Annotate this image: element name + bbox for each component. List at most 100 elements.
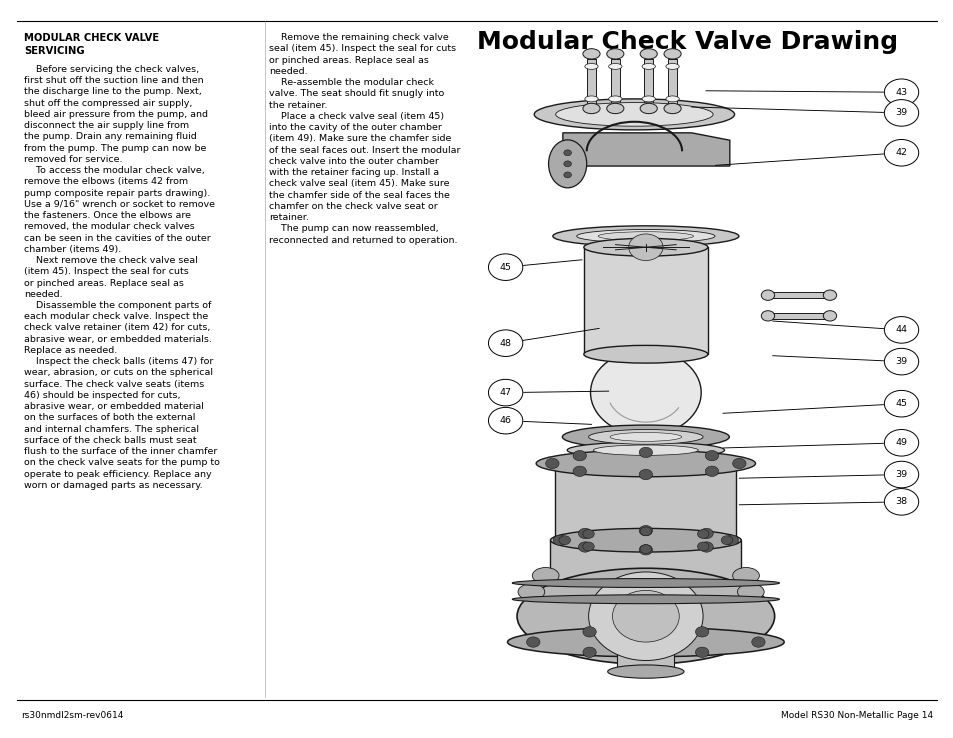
Ellipse shape <box>608 63 621 69</box>
Ellipse shape <box>563 172 571 178</box>
Ellipse shape <box>583 345 707 363</box>
Circle shape <box>488 407 522 434</box>
Circle shape <box>573 450 586 461</box>
Ellipse shape <box>517 568 774 664</box>
Ellipse shape <box>639 103 657 114</box>
Text: 39: 39 <box>895 108 906 117</box>
Bar <box>587 59 596 105</box>
Circle shape <box>582 530 594 539</box>
Polygon shape <box>562 133 729 166</box>
Circle shape <box>883 430 918 456</box>
Ellipse shape <box>822 311 836 321</box>
Circle shape <box>732 458 745 469</box>
Ellipse shape <box>732 568 759 584</box>
Circle shape <box>578 528 591 539</box>
Bar <box>644 59 653 105</box>
Circle shape <box>526 637 539 647</box>
Ellipse shape <box>760 290 774 300</box>
Circle shape <box>488 379 522 406</box>
Text: 47: 47 <box>499 388 511 397</box>
Ellipse shape <box>534 99 734 130</box>
Circle shape <box>582 647 596 658</box>
Ellipse shape <box>641 96 655 102</box>
Ellipse shape <box>641 63 655 69</box>
Ellipse shape <box>663 49 680 59</box>
Circle shape <box>704 450 718 461</box>
Circle shape <box>700 542 713 552</box>
Circle shape <box>488 254 522 280</box>
Ellipse shape <box>760 311 774 321</box>
Bar <box>550 540 740 590</box>
Circle shape <box>558 536 570 545</box>
Circle shape <box>700 528 713 539</box>
Ellipse shape <box>665 63 679 69</box>
Circle shape <box>883 100 918 126</box>
Bar <box>767 292 829 298</box>
Text: 38: 38 <box>895 497 906 506</box>
Circle shape <box>724 535 738 545</box>
Ellipse shape <box>561 425 728 449</box>
Circle shape <box>883 79 918 106</box>
Circle shape <box>639 527 651 536</box>
Ellipse shape <box>665 96 679 102</box>
Circle shape <box>697 530 708 539</box>
Circle shape <box>883 461 918 488</box>
Ellipse shape <box>822 290 836 300</box>
Ellipse shape <box>584 96 598 102</box>
Ellipse shape <box>582 49 599 59</box>
Circle shape <box>704 466 718 477</box>
Circle shape <box>488 330 522 356</box>
Ellipse shape <box>532 568 558 584</box>
Circle shape <box>883 348 918 375</box>
Circle shape <box>573 466 586 477</box>
Text: rs30nmdl2sm-rev0614: rs30nmdl2sm-rev0614 <box>21 711 123 720</box>
Bar <box>611 59 619 105</box>
Text: 49: 49 <box>895 438 906 447</box>
Text: Before servicing the check valves,
first shut off the suction line and then
the : Before servicing the check valves, first… <box>24 65 219 490</box>
Text: 42: 42 <box>895 148 906 157</box>
Ellipse shape <box>576 230 715 243</box>
Circle shape <box>553 535 566 545</box>
Ellipse shape <box>608 96 621 102</box>
Ellipse shape <box>598 232 693 241</box>
Bar <box>767 313 829 319</box>
Ellipse shape <box>550 528 740 552</box>
Circle shape <box>883 390 918 417</box>
Ellipse shape <box>563 150 571 156</box>
Text: MODULAR CHECK VALVE
SERVICING: MODULAR CHECK VALVE SERVICING <box>24 33 159 55</box>
Ellipse shape <box>583 238 707 256</box>
Text: 46: 46 <box>499 416 511 425</box>
Circle shape <box>582 542 594 551</box>
Circle shape <box>720 536 732 545</box>
Circle shape <box>639 525 652 536</box>
Ellipse shape <box>548 140 586 188</box>
Circle shape <box>695 627 708 637</box>
Ellipse shape <box>593 445 698 455</box>
Ellipse shape <box>639 49 657 59</box>
Circle shape <box>883 489 918 515</box>
Ellipse shape <box>610 432 680 441</box>
Ellipse shape <box>517 584 544 600</box>
Circle shape <box>639 545 651 554</box>
Text: 48: 48 <box>499 339 511 348</box>
Ellipse shape <box>512 579 779 587</box>
Text: Modular Check Valve Drawing: Modular Check Valve Drawing <box>476 30 897 54</box>
Circle shape <box>545 458 558 469</box>
Bar <box>555 463 736 540</box>
Ellipse shape <box>563 161 571 167</box>
Circle shape <box>612 590 679 642</box>
Circle shape <box>582 627 596 637</box>
Circle shape <box>639 469 652 480</box>
Text: 39: 39 <box>895 357 906 366</box>
Ellipse shape <box>512 595 779 604</box>
Circle shape <box>639 545 652 555</box>
Text: Remove the remaining check valve
seal (item 45). Inspect the seal for cuts
or pi: Remove the remaining check valve seal (i… <box>269 33 460 244</box>
Ellipse shape <box>553 226 739 246</box>
Bar <box>617 649 674 672</box>
Ellipse shape <box>507 627 783 657</box>
Bar <box>668 59 677 105</box>
Ellipse shape <box>588 430 702 444</box>
Ellipse shape <box>606 103 623 114</box>
Circle shape <box>639 447 652 458</box>
Ellipse shape <box>555 103 713 126</box>
